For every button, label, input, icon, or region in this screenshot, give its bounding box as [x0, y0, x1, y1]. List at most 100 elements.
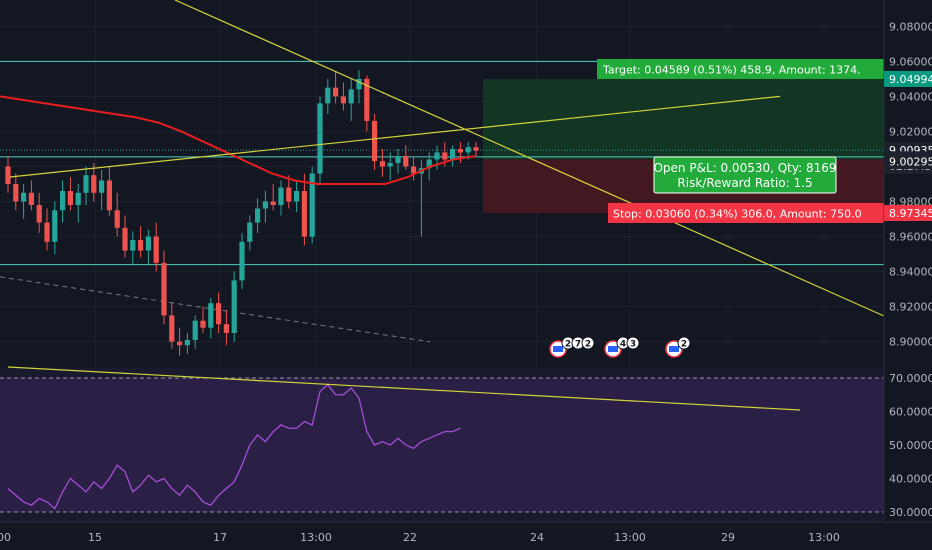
candle-10	[83, 175, 89, 193]
event-count: 7	[575, 340, 581, 350]
price-tick-label: 9.02000	[889, 125, 932, 138]
price-tick-label: 8.90000	[889, 336, 932, 349]
candle-0	[5, 166, 11, 184]
candle-1	[13, 184, 19, 202]
moving-average-line	[0, 95, 477, 185]
position-labels: Target: 0.04589 (0.51%) 458.9, Amount: 1…	[597, 58, 884, 224]
candle-55	[434, 152, 440, 160]
descending-trend-line	[174, 0, 885, 317]
candle-42	[333, 87, 339, 97]
candle-32	[255, 208, 261, 223]
stop-label: Stop: 0.03060 (0.34%) 306.0, Amount: 750…	[613, 208, 862, 221]
time-tick-label: 13:00	[808, 531, 840, 544]
time-tick-label: 13:00	[614, 531, 646, 544]
time-tick-label: 22	[403, 531, 417, 544]
time-tick-label: 17	[213, 531, 227, 544]
target-label: Target: 0.04589 (0.51%) 458.9, Amount: 1…	[602, 63, 861, 76]
candle-54	[426, 159, 432, 169]
candle-49	[387, 162, 393, 167]
event-count-bubble	[581, 336, 595, 350]
event-marker-2[interactable]: 2	[665, 336, 691, 358]
candle-52	[411, 166, 417, 174]
open-pl-label: Open P&L: 0.00530, Qty: 8169	[653, 161, 836, 175]
price-axis-bg	[884, 0, 932, 550]
candle-39	[309, 173, 315, 237]
price-badge-label: 8.97345	[889, 207, 932, 220]
time-tick-label: 24	[530, 531, 544, 544]
candle-51	[403, 155, 409, 167]
price-tick-label: 9.08000	[889, 20, 932, 33]
price-badge-label: 9.00295	[889, 155, 932, 168]
event-count: 2	[585, 340, 591, 350]
event-count: 2	[565, 340, 571, 350]
price-axis[interactable]: 9.080009.060009.040009.020009.000008.980…	[883, 0, 932, 550]
flag-icon-stripe	[669, 346, 679, 352]
candle-36	[286, 187, 292, 202]
candle-26	[208, 303, 214, 328]
rsi-band	[0, 378, 884, 512]
candle-33	[262, 201, 268, 209]
candle-47	[372, 120, 378, 162]
price-tick-label: 9.06000	[889, 55, 932, 68]
candle-45	[356, 78, 362, 90]
rsi-line	[7, 383, 461, 510]
time-axis-bg	[0, 522, 932, 550]
candle-6	[52, 210, 58, 242]
candle-34	[270, 201, 276, 206]
candle-5	[44, 222, 50, 242]
price-badge-target	[884, 70, 932, 87]
candle-41	[325, 87, 331, 104]
time-tick-label: 00	[0, 531, 11, 544]
rsi-tick-label: 40.0000	[889, 472, 932, 485]
candle-43	[340, 96, 346, 104]
risk-reward-label: Risk/Reward Ratio: 1.5	[677, 176, 812, 190]
candle-35	[278, 187, 284, 206]
candle-24	[192, 320, 198, 340]
candle-22	[177, 341, 183, 346]
candle-9	[75, 192, 81, 206]
candle-23	[184, 339, 190, 346]
rsi-pane	[0, 368, 884, 522]
price-tick-label: 8.96000	[889, 231, 932, 244]
candle-17	[138, 240, 144, 251]
open-pl-box	[653, 156, 837, 194]
stop-label-bg	[608, 203, 884, 224]
price-badge-stop	[884, 205, 932, 222]
candle-46	[364, 78, 370, 121]
target-label-bg	[597, 58, 884, 79]
event-count-bubble	[677, 336, 691, 350]
event-count: 3	[630, 340, 636, 350]
candle-57	[450, 148, 456, 160]
candle-56	[442, 152, 448, 160]
rsi-trend-line	[7, 366, 801, 411]
candle-37	[294, 191, 300, 202]
candle-21	[169, 315, 175, 342]
time-axis[interactable]: 00 15 17 13:00 22 24 13:00 29 13:00	[0, 521, 932, 550]
candle-12	[99, 180, 105, 193]
time-tick-label: 13:00	[300, 531, 332, 544]
candle-19	[153, 236, 159, 263]
event-count: 2	[681, 340, 687, 350]
candle-14	[114, 210, 120, 228]
candle-7	[60, 191, 66, 211]
event-count: 4	[620, 340, 626, 350]
candle-40	[317, 103, 323, 174]
rsi-tick-label: 30.0000	[889, 506, 932, 519]
price-badge-ma	[884, 153, 932, 170]
candle-60	[473, 147, 479, 151]
candle-15	[122, 227, 128, 251]
candle-28	[223, 324, 229, 333]
candle-29	[231, 280, 237, 333]
candle-4	[36, 205, 42, 223]
candle-2	[21, 192, 27, 202]
candle-13	[106, 180, 112, 211]
rsi-tick-label: 50.0000	[889, 439, 932, 452]
price-tick-label: 8.92000	[889, 301, 932, 314]
flag-icon-stripe	[553, 346, 563, 352]
candle-30	[239, 241, 245, 281]
candle-50	[395, 155, 401, 163]
